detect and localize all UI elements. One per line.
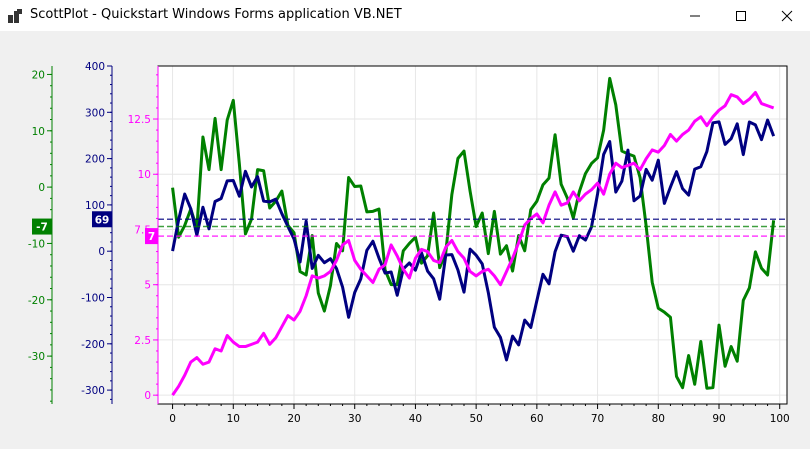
green-y-axis: 20 10 0 -10 -20 -30	[28, 66, 53, 404]
axes: 0 10 20 30 40 50 60 70 80 90 10002.557.51012.54003…	[28, 61, 790, 425]
navy-y-axis-tick-label: 400	[85, 61, 105, 73]
title-bar[interactable]: ScottPlot - Quickstart Windows Forms app…	[0, 0, 810, 31]
reference-badge-magenta	[145, 228, 158, 245]
magenta-y-axis-tick-label: 0	[144, 390, 151, 402]
reference-badge-green	[32, 218, 52, 235]
x-tick-label: 0	[169, 413, 176, 425]
x-tick-label: 100	[770, 413, 790, 425]
magenta-y-axis-tick-label: 5	[144, 280, 151, 292]
navy-y-axis-tick-label: 300	[85, 107, 105, 119]
scottplot-app-icon	[8, 9, 22, 23]
close-icon	[781, 10, 793, 21]
x-tick-label: 10	[227, 413, 240, 425]
navy-y-axis: 400 300 200 100 0 -100 -200 -300	[81, 61, 113, 404]
x-tick-label: 40	[409, 413, 422, 425]
green-y-axis-tick-label: -10	[28, 238, 45, 250]
series-line-navy	[171, 118, 776, 362]
series-layer	[171, 76, 776, 397]
navy-y-axis-tick-label: 100	[85, 200, 105, 212]
series-line-magenta	[171, 91, 775, 397]
green-y-axis-tick-label: 0	[38, 182, 45, 194]
magenta-y-axis-tick-label: 2.5	[134, 335, 151, 347]
window-title: ScottPlot - Quickstart Windows Forms app…	[30, 7, 402, 22]
magenta-y-axis-tick-label: 12.5	[128, 114, 151, 126]
maximize-icon	[736, 10, 746, 21]
minimize-icon	[690, 15, 700, 16]
maximize-button[interactable]	[718, 0, 764, 31]
minimize-button[interactable]	[672, 0, 718, 31]
navy-y-axis-tick-label: -200	[81, 339, 105, 351]
reference-badge-label: -7	[36, 222, 48, 234]
navy-y-axis-tick-label: -300	[81, 385, 105, 397]
x-tick-label: 90	[712, 413, 725, 425]
navy-y-axis-tick-label: 200	[85, 154, 105, 166]
x-tick-label: 20	[287, 413, 300, 425]
reference-badge-navy	[92, 211, 112, 228]
reference-badge-label: 69	[95, 214, 110, 226]
close-button[interactable]	[764, 0, 810, 31]
x-tick-label: 70	[591, 413, 604, 425]
formsplot-control[interactable]: 0 10 20 30 40 50 60 70 80 90 10002.557.51012.54003…	[0, 31, 810, 449]
x-tick-label: 60	[530, 413, 543, 425]
x-tick-label: 30	[348, 413, 361, 425]
x-tick-label: 80	[652, 413, 665, 425]
reference-badge-label: 7	[148, 231, 155, 243]
green-y-axis-tick-label: -30	[28, 351, 45, 363]
navy-y-axis-tick-label: 0	[98, 246, 105, 258]
green-y-axis-tick-label: 20	[32, 69, 45, 81]
x-tick-label: 50	[469, 413, 482, 425]
green-y-axis-tick-label: 10	[32, 126, 45, 138]
magenta-y-axis-tick-label: 10	[138, 169, 151, 181]
plot-area[interactable]	[158, 66, 787, 404]
series-line-green	[171, 76, 776, 390]
reference-lines	[158, 218, 787, 237]
navy-y-axis-tick-label: -100	[81, 293, 105, 305]
green-y-axis-tick-label: -20	[28, 295, 45, 307]
